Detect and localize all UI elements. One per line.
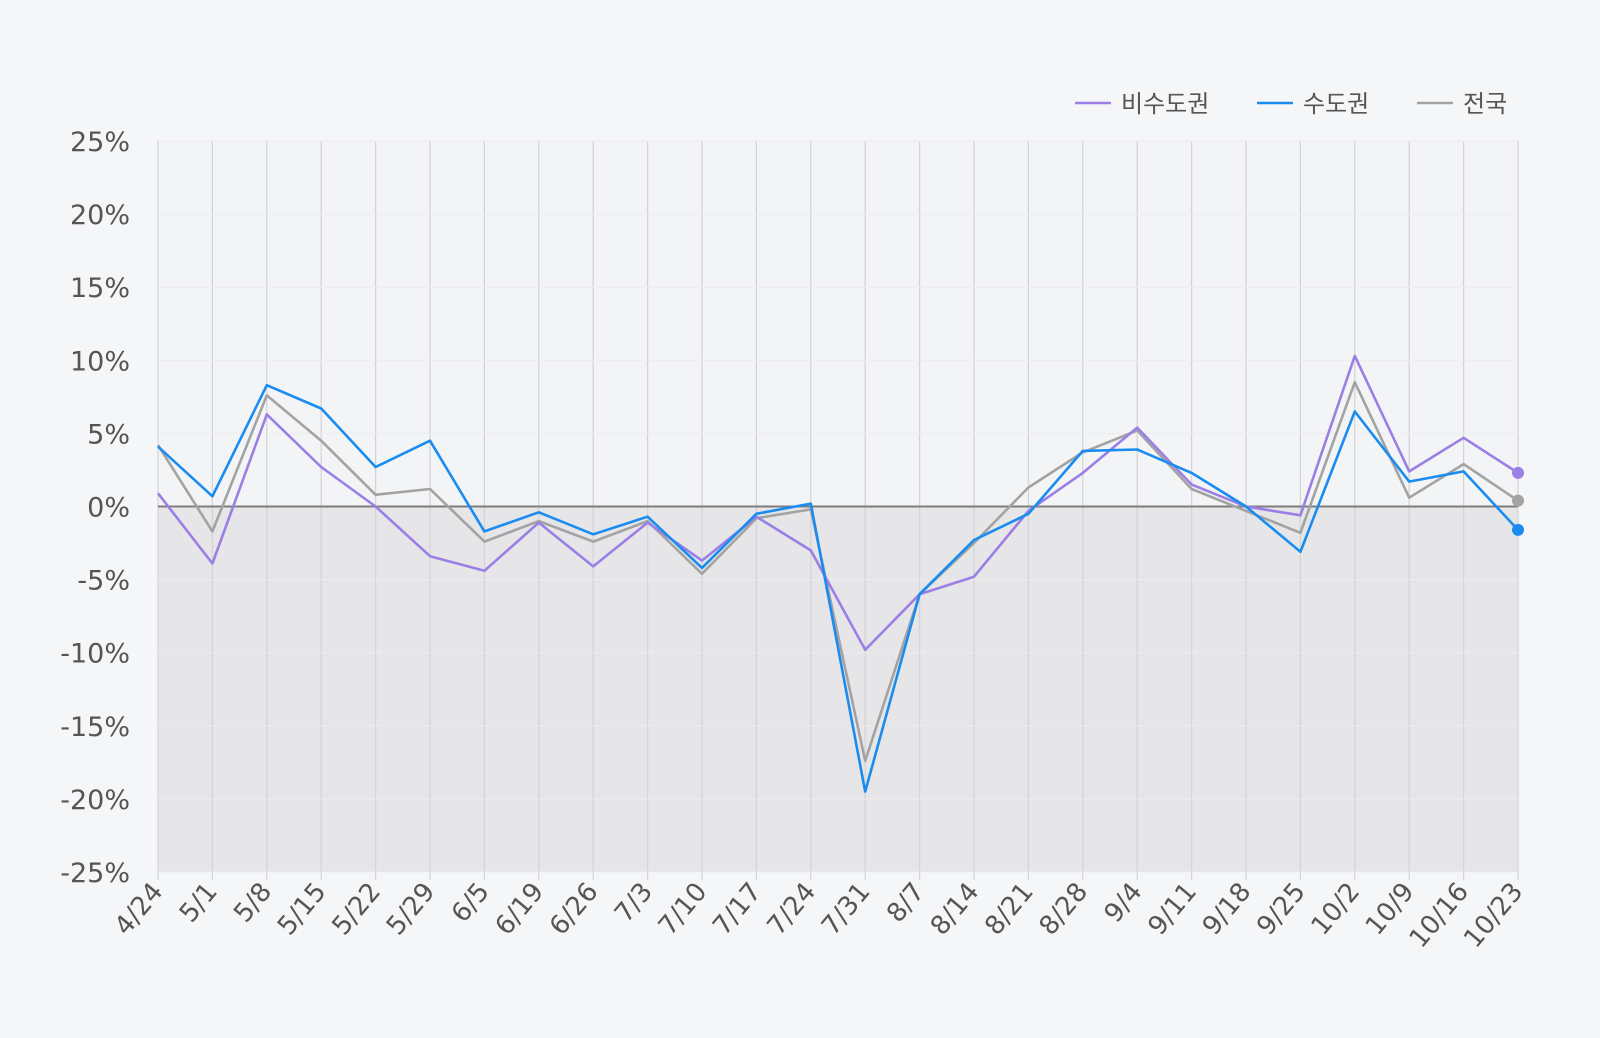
x-tick-label: 9/4 — [1099, 877, 1149, 928]
y-tick-label: 10% — [70, 346, 130, 377]
x-tick-label: 10/23 — [1458, 877, 1529, 954]
x-tick-label: 7/3 — [609, 877, 659, 928]
x-tick-label: 6/19 — [490, 877, 551, 941]
series-endpoint-2 — [1512, 494, 1524, 507]
y-tick-label: -20% — [60, 785, 130, 816]
x-tick-label: 8/7 — [881, 877, 931, 928]
x-tick-label: 5/8 — [228, 877, 278, 928]
y-tick-label: -25% — [60, 858, 130, 889]
series-endpoint-0 — [1512, 466, 1524, 479]
y-tick-label: -10% — [60, 639, 130, 670]
legend-label: 전국 — [1463, 90, 1507, 118]
x-tick-label: 5/15 — [272, 877, 333, 941]
legend-label: 비수도권 — [1121, 90, 1209, 118]
series-lines — [156, 354, 1524, 793]
x-tick-label: 7/31 — [816, 877, 877, 941]
vertical-gridlines — [157, 141, 1519, 880]
x-tick-label: 10/16 — [1404, 877, 1475, 954]
series-endpoint-1 — [1512, 523, 1524, 536]
y-tick-label: 25% — [70, 127, 130, 158]
y-axis: 25% 20% 15% 10% 5% 0% -5% -10% -15% -20% -25% — [60, 127, 130, 889]
horizontal-gridlines — [158, 140, 1518, 873]
y-tick-label: -5% — [77, 566, 130, 597]
legend-label: 수도권 — [1303, 90, 1369, 118]
series-line-0 — [156, 354, 1519, 652]
y-tick-label: 15% — [70, 273, 130, 304]
x-tick-label: 7/17 — [707, 877, 768, 941]
legend: 비수도권 수도권 전국 — [1075, 90, 1507, 118]
y-tick-label: -15% — [60, 712, 130, 743]
y-tick-label: 0% — [87, 493, 130, 524]
x-tick-label: 5/22 — [326, 877, 387, 941]
x-tick-label: 8/28 — [1034, 877, 1095, 941]
y-tick-label: 20% — [70, 200, 130, 231]
x-tick-label: 9/11 — [1142, 877, 1203, 941]
x-tick-label: 6/5 — [446, 877, 496, 928]
x-axis: 4/24 5/1 5/85/155/225/29 6/56/196/26 7/37/10… — [109, 877, 1530, 954]
x-tick-label: 9/25 — [1251, 877, 1312, 941]
x-tick-label: 8/21 — [979, 877, 1040, 941]
x-tick-label: 5/29 — [381, 877, 442, 941]
y-tick-label: 5% — [87, 419, 130, 450]
x-tick-label: 7/24 — [762, 877, 823, 941]
x-tick-label: 10/2 — [1306, 877, 1367, 941]
series-line-2 — [156, 380, 1519, 763]
x-tick-label: 7/10 — [653, 877, 714, 941]
x-tick-label: 8/14 — [925, 877, 986, 941]
x-tick-label: 9/18 — [1197, 877, 1258, 941]
x-tick-label: 5/1 — [174, 877, 224, 928]
series-line-1 — [157, 383, 1519, 793]
x-tick-label: 6/26 — [544, 877, 605, 941]
negative-region-shade — [158, 506, 1518, 872]
